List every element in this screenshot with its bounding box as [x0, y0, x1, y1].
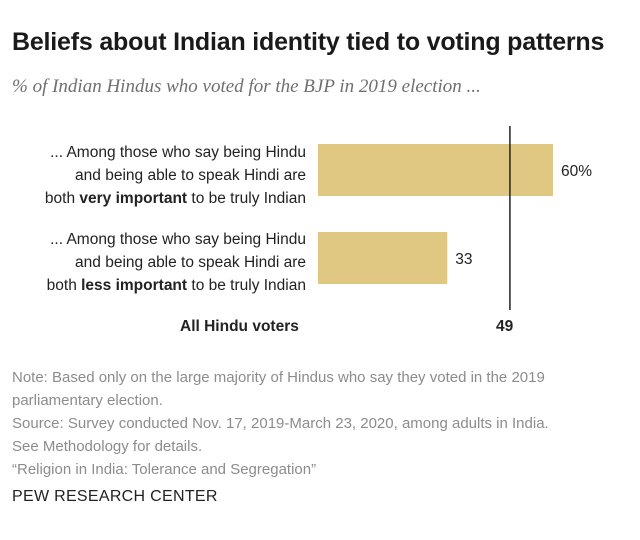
brand-name: PEW RESEARCH CENTER [12, 488, 218, 505]
category-label-text: to be truly Indian [187, 190, 306, 207]
report-title: “Religion in India: Tolerance and Segreg… [12, 461, 317, 478]
category-label-very-important: ... Among those who say being Hindu and … [45, 141, 306, 210]
source: Source: Survey conducted Nov. 17, 2019-M… [12, 412, 549, 458]
source-line: See Methodology for details. [12, 438, 203, 455]
category-label-line: both less important to be truly Indian [47, 274, 306, 297]
category-label-text: to be truly Indian [187, 277, 306, 294]
bar-0 [318, 144, 553, 196]
chart-subtitle: % of Indian Hindus who voted for the BJP… [12, 76, 481, 97]
category-label-line: and being able to speak Hindi are [75, 254, 306, 271]
source-line: Source: Survey conducted Nov. 17, 2019-M… [12, 415, 549, 432]
category-label-line: ... Among those who say being Hindu [50, 231, 306, 248]
category-label-emphasis: very important [79, 190, 188, 207]
bar-1 [318, 232, 448, 284]
chart-title: Beliefs about Indian identity tied to vo… [12, 28, 605, 56]
reference-value: 49 [496, 318, 514, 335]
reference-label: All Hindu voters [180, 318, 299, 335]
category-label-less-important: ... Among those who say being Hindu and … [47, 228, 306, 297]
note-line: Note: Based only on the large majority o… [12, 369, 545, 386]
note-line: parliamentary election. [12, 392, 163, 409]
category-label-text: both [46, 277, 82, 294]
category-label-line: and being able to speak Hindi are [75, 167, 306, 184]
note: Note: Based only on the large majority o… [12, 366, 545, 412]
category-label-emphasis: less important [81, 277, 188, 294]
category-label-text: both [44, 190, 80, 207]
bar-value-label: 60% [561, 163, 592, 180]
bar-value-label: 33 [455, 251, 472, 268]
category-label-line: ... Among those who say being Hindu [50, 144, 306, 161]
category-label-line: both very important to be truly Indian [45, 187, 306, 210]
